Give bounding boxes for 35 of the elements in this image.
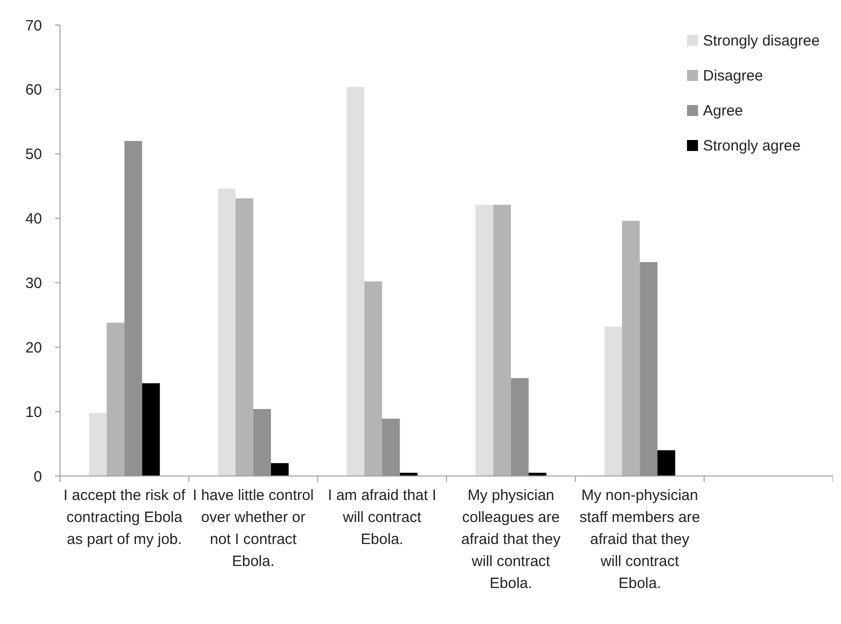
bar <box>270 463 289 476</box>
y-tick-label: 60 <box>25 82 42 99</box>
bar <box>236 198 254 476</box>
bar <box>253 408 271 476</box>
bar <box>88 412 107 476</box>
legend-label: Agree <box>703 102 744 120</box>
bar <box>106 322 124 476</box>
y-tick-label: 20 <box>25 339 42 356</box>
legend-label: Strongly disagree <box>703 32 820 50</box>
bar <box>346 86 364 476</box>
legend-label: Disagree <box>703 67 764 84</box>
bar <box>622 220 640 476</box>
y-tick-label: 40 <box>25 210 42 228</box>
y-tick-label: 30 <box>25 274 42 292</box>
bar <box>510 378 529 476</box>
bar <box>657 450 676 476</box>
y-tick-label: 50 <box>25 146 42 164</box>
x-tick-label: My physician colleagues are afraid that they will contract Ebola. <box>461 487 562 592</box>
bar <box>218 188 236 476</box>
x-tick-label: I am afraid that I will contract Ebola. <box>328 487 436 548</box>
bar <box>493 204 511 476</box>
x-tick-label: My non-physician staff members are afraid that they will contract Ebola. <box>579 487 700 592</box>
bar <box>640 262 658 476</box>
bar <box>475 204 494 476</box>
y-tick-label: 0 <box>34 468 42 486</box>
bar <box>364 281 382 476</box>
bar <box>382 418 400 476</box>
x-tick-label: I have little control over whether or not I contract Ebola. <box>192 487 314 570</box>
legend-label: Strongly agree <box>703 137 801 154</box>
y-tick-label: 10 <box>25 404 42 421</box>
bar <box>124 140 142 476</box>
bar <box>604 326 622 476</box>
bar <box>142 383 160 476</box>
y-tick-label: 70 <box>25 17 42 34</box>
x-tick-label: I accept the risk of contracting Ebola as part of my job. <box>64 487 186 548</box>
